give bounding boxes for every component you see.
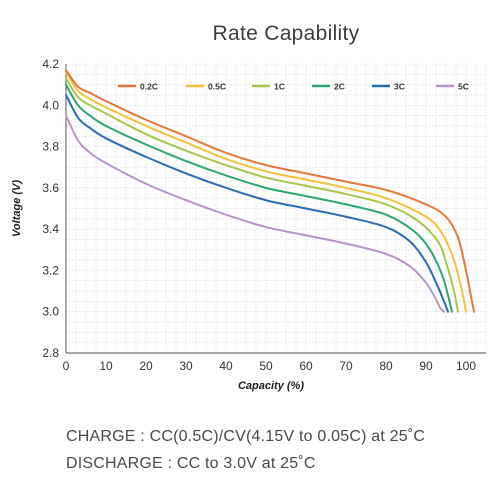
x-tick-label: 0	[63, 359, 70, 373]
series-line-2c	[65, 83, 453, 313]
x-tick-label: 50	[259, 359, 273, 373]
x-tick-label: 90	[419, 359, 433, 373]
legend-label: 1C	[274, 82, 285, 92]
legend-label: 5C	[458, 82, 469, 92]
x-tick-label: 30	[179, 359, 193, 373]
legend-label: 2C	[334, 82, 345, 92]
legend-label: 0.2C	[140, 82, 158, 92]
x-tick-label: 40	[219, 359, 233, 373]
x-tick-label: 20	[139, 359, 153, 373]
y-tick-label: 3.2	[42, 263, 59, 277]
legend-label: 0.5C	[208, 82, 226, 92]
series-line-3c	[65, 93, 449, 313]
series-line-5c	[65, 114, 445, 313]
x-tick-label: 10	[99, 359, 113, 373]
x-axis-label: Capacity (%)	[238, 380, 304, 392]
chart-title: Rate Capability	[212, 22, 360, 45]
y-tick-label: 4.0	[42, 98, 59, 112]
discharge-condition-note: DISCHARGE : CC to 3.0V at 25˚C	[66, 455, 316, 472]
series-line-1c	[65, 77, 459, 313]
y-axis-label: Voltage (V)	[11, 180, 23, 237]
legend-label: 3C	[394, 82, 405, 92]
charge-condition-note: CHARGE : CC(0.5C)/CV(4.15V to 0.05C) at …	[66, 428, 426, 445]
y-tick-label: 3.6	[42, 181, 59, 195]
y-tick-label: 2.8	[42, 346, 59, 360]
rate-capability-chart: 0 10 20 30 40 50 60 70 80 90 100 2.8 3.0 3.2 3.4 3.6 3.8…	[11, 57, 487, 392]
x-tick-label: 80	[379, 359, 393, 373]
x-tick-label: 100	[456, 359, 476, 373]
y-tick-label: 3.0	[42, 305, 59, 319]
y-tick-label: 3.4	[42, 222, 59, 236]
x-tick-label: 60	[299, 359, 313, 373]
y-tick-label: 4.2	[42, 57, 59, 71]
series-line-0-2c	[65, 69, 475, 313]
y-tick-label: 3.8	[42, 140, 59, 154]
series-line-0-5c	[65, 71, 467, 313]
x-tick-label: 70	[339, 359, 353, 373]
